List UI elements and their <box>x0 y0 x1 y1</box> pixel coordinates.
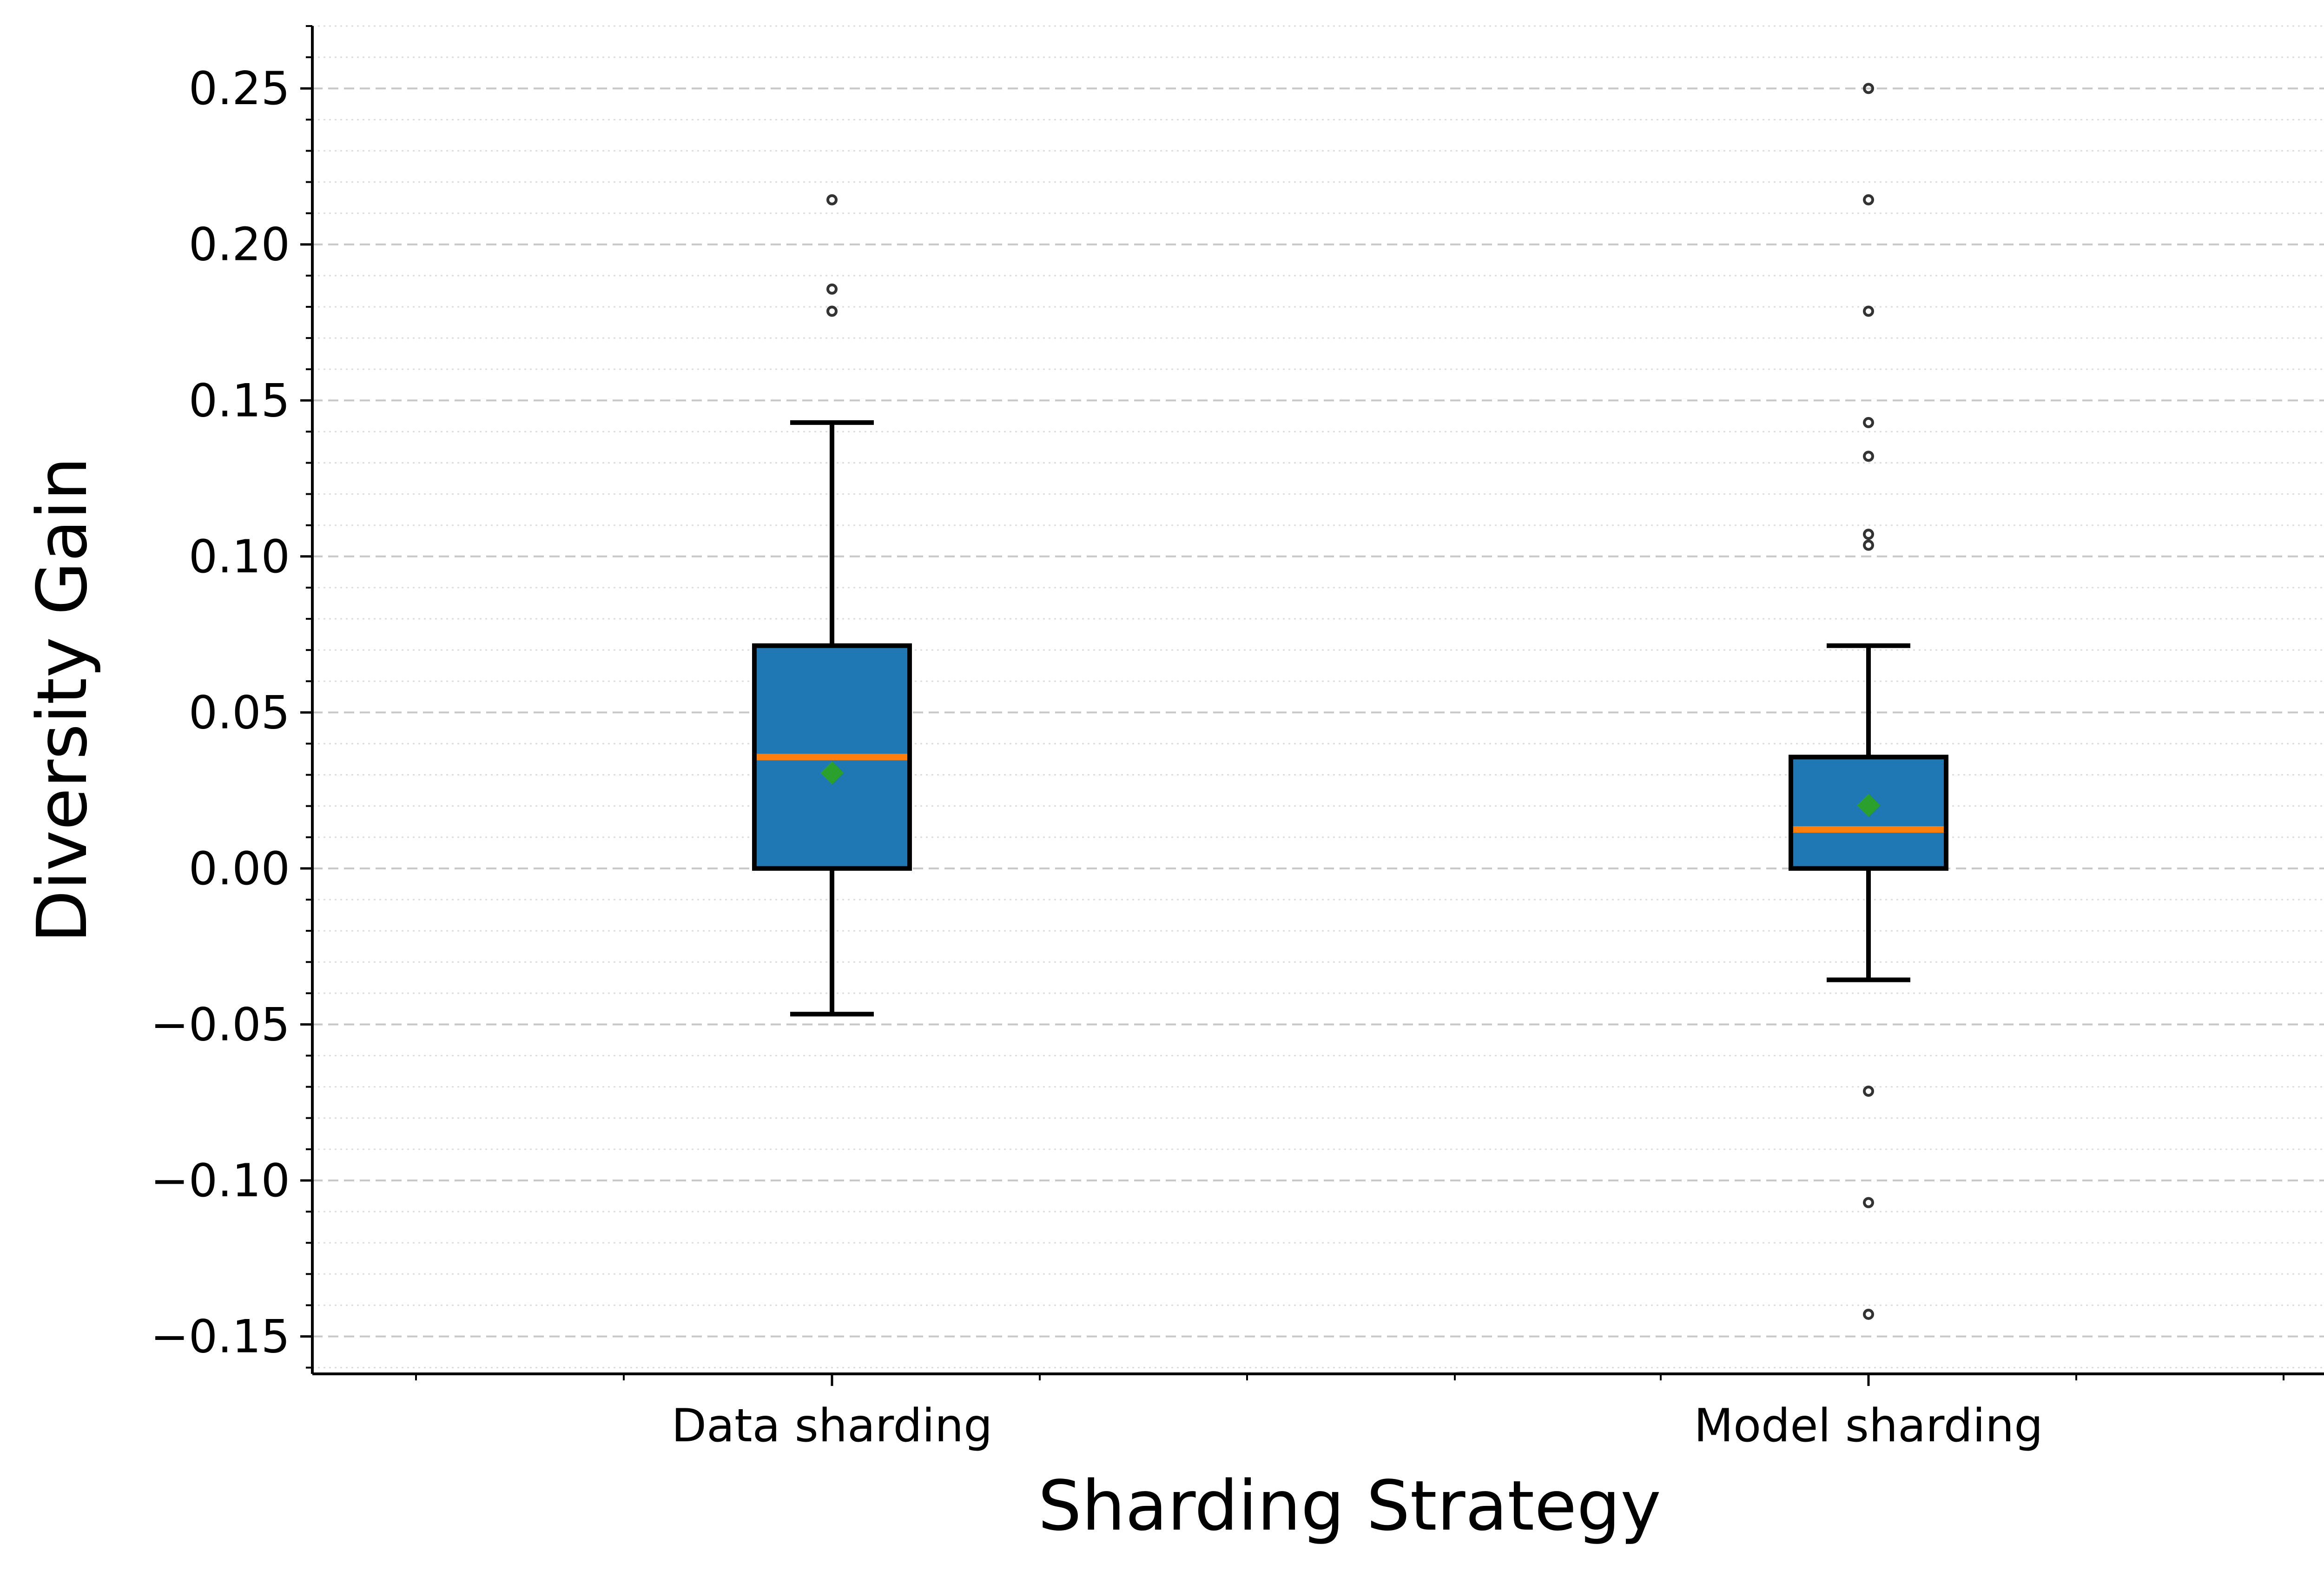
box-series <box>752 83 1948 1320</box>
major-gridlines <box>312 87 2324 1338</box>
box-model-sharding <box>1789 83 1948 1320</box>
x-tick-label: Model sharding <box>1694 1399 2043 1452</box>
y-tick-label: 0.05 <box>189 686 290 739</box>
outlier-point <box>1863 1197 1874 1208</box>
outlier-point <box>1863 305 1874 317</box>
x-axis-title: Sharding Strategy <box>1038 1466 1661 1546</box>
outlier-point <box>1863 1086 1874 1097</box>
outlier-point <box>1863 529 1874 540</box>
y-tick-label: 0.20 <box>189 219 290 272</box>
y-tick-label: 0.10 <box>189 530 290 583</box>
y-tick-label: −0.15 <box>151 1310 290 1363</box>
y-axis-ticks: −0.15 −0.10 −0.05 0.00 0.05 0.10 0.15 0.20 0.25 <box>151 25 312 1369</box>
x-axis-ticks: Data sharding Model sharding <box>415 1374 2284 1452</box>
y-axis-title: Diversity Gain <box>22 457 102 943</box>
x-tick-label: Data sharding <box>672 1399 993 1452</box>
outlier-point <box>1863 83 1874 94</box>
mean-marker <box>820 761 844 785</box>
outlier-point <box>826 194 838 205</box>
outlier-point <box>1863 417 1874 428</box>
outlier-point <box>1863 1308 1874 1320</box>
outlier-point <box>826 283 838 295</box>
box-data-sharding <box>752 194 912 1017</box>
y-tick-label: −0.10 <box>151 1154 290 1207</box>
y-tick-label: 0.15 <box>189 374 290 427</box>
y-tick-label: 0.00 <box>189 842 290 895</box>
outlier-point <box>1863 451 1874 462</box>
y-tick-label: 0.25 <box>189 62 290 115</box>
outlier-point <box>1863 539 1874 551</box>
mean-marker <box>1857 794 1880 817</box>
outlier-point <box>826 305 838 317</box>
outlier-point <box>1863 194 1874 205</box>
y-tick-label: −0.05 <box>151 998 290 1051</box>
